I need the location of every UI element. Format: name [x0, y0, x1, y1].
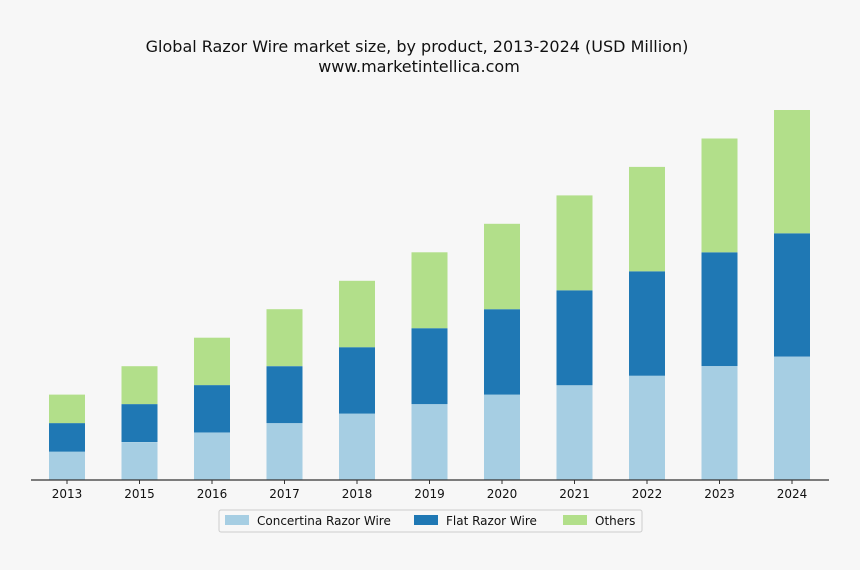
bar-segment-2020-series-2 [484, 223, 520, 310]
legend-label-0: Concertina Razor Wire [257, 514, 391, 528]
chart-subtitle: www.marketintellica.com [318, 57, 520, 76]
x-tick-label-2016: 2016 [197, 487, 228, 501]
legend-swatch-0 [225, 515, 249, 525]
x-tick-label-2015: 2015 [124, 487, 155, 501]
x-tick-label-2020: 2020 [487, 487, 518, 501]
bar-segment-2018-series-2 [339, 280, 375, 348]
legend: Concertina Razor Wire Flat Razor Wire Othe… [218, 509, 643, 533]
bar-segment-2022-series-0 [629, 375, 665, 480]
legend-swatch-1 [414, 515, 438, 525]
bar-segment-2024-series-1 [774, 233, 810, 357]
bar-segment-2017-series-0 [266, 423, 303, 480]
bar-segment-2016-series-1 [194, 385, 230, 433]
bar-segment-2016-series-2 [194, 337, 230, 386]
bar-segment-2017-series-2 [266, 309, 303, 367]
x-tick-label-2022: 2022 [632, 487, 663, 501]
bar-segment-2021-series-1 [556, 290, 593, 386]
legend-swatch-2 [563, 515, 587, 525]
bar-segment-2019-series-0 [411, 404, 448, 480]
bar-segment-2024-series-2 [774, 110, 810, 234]
bar-segment-2019-series-2 [411, 252, 448, 329]
x-tick-label-2021: 2021 [559, 487, 590, 501]
bar-segment-2021-series-0 [556, 385, 593, 480]
bar-segment-2013-series-0 [49, 451, 85, 480]
bar-segment-2016-series-0 [194, 432, 230, 480]
bar-segment-2023-series-2 [701, 138, 738, 253]
bar-segment-2013-series-2 [49, 394, 85, 424]
x-axis-ticks: 2013 2015 2016 2017 2018 2019 2020 2021 2022 2023… [52, 480, 808, 501]
bar-segment-2017-series-1 [266, 366, 303, 424]
x-tick-label-2024: 2024 [777, 487, 808, 501]
bar-segment-2015-series-2 [121, 366, 158, 405]
bar-segment-2023-series-1 [701, 252, 738, 367]
bar-segment-2018-series-0 [339, 413, 375, 480]
bar-segment-2021-series-2 [556, 195, 593, 291]
x-tick-label-2019: 2019 [414, 487, 445, 501]
chart-title: Global Razor Wire market size, by produc… [146, 37, 689, 56]
bars-layer [49, 110, 810, 480]
bar-segment-2015-series-1 [121, 404, 158, 442]
x-tick-label-2017: 2017 [269, 487, 300, 501]
legend-label-2: Others [595, 514, 635, 528]
bar-segment-2018-series-1 [339, 347, 375, 414]
x-tick-label-2023: 2023 [704, 487, 735, 501]
legend-label-1: Flat Razor Wire [446, 514, 537, 528]
bar-segment-2022-series-1 [629, 271, 665, 376]
x-tick-label-2013: 2013 [52, 487, 83, 501]
bar-segment-2023-series-0 [701, 366, 738, 480]
bar-segment-2013-series-1 [49, 423, 85, 452]
bar-segment-2022-series-2 [629, 166, 665, 272]
bar-segment-2020-series-1 [484, 309, 520, 395]
bar-segment-2015-series-0 [121, 442, 158, 480]
bar-segment-2024-series-0 [774, 356, 810, 480]
bar-segment-2019-series-1 [411, 328, 448, 405]
x-tick-label-2018: 2018 [342, 487, 373, 501]
bar-segment-2020-series-0 [484, 394, 520, 480]
